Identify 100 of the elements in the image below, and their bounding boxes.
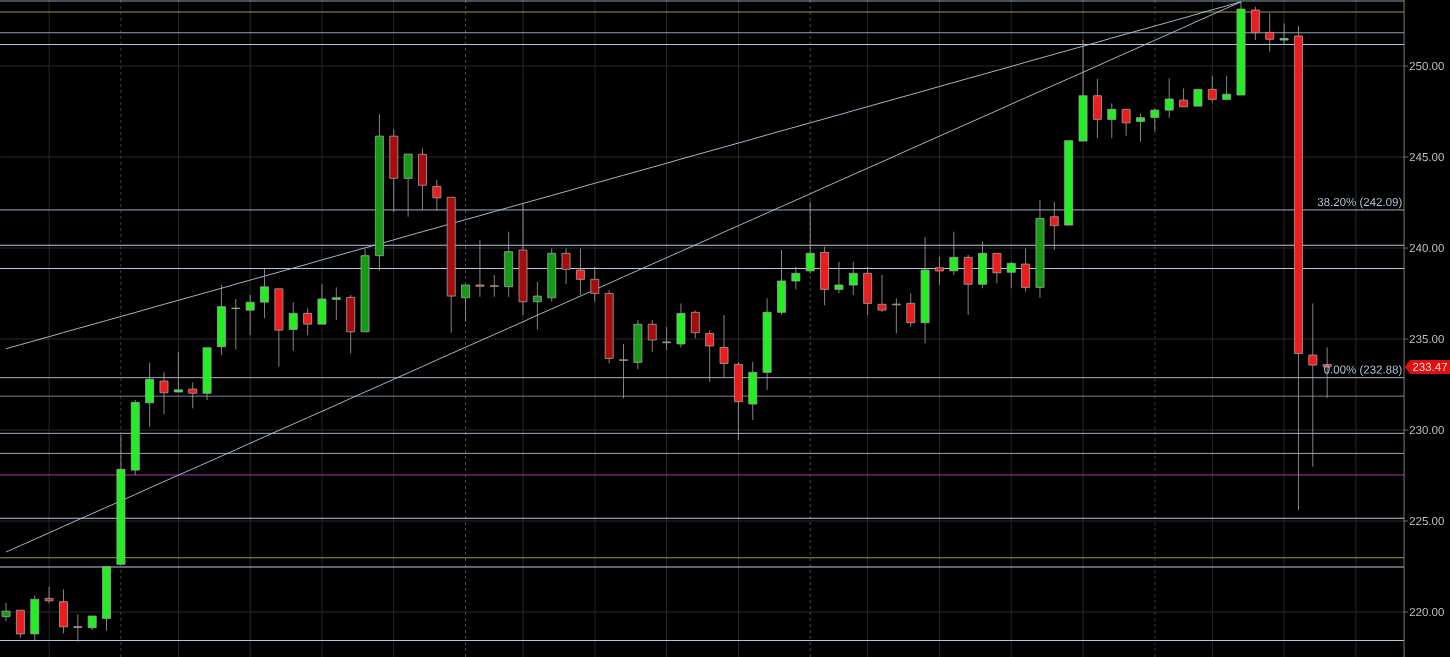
candlestick: [346, 294, 356, 354]
y-tick-label: 240.00: [1409, 243, 1444, 253]
candlestick: [159, 371, 169, 415]
candlestick: [374, 113, 384, 272]
candlestick: [1193, 88, 1203, 107]
candlestick: [360, 248, 370, 333]
candlestick: [1035, 199, 1045, 299]
candlestick: [418, 147, 427, 211]
candlestick: [217, 284, 226, 356]
candlestick: [15, 609, 25, 638]
y-tick-label: 245.00: [1409, 152, 1444, 162]
candlestick: [891, 297, 901, 334]
candlestick: [446, 196, 456, 334]
candlestick: [274, 288, 284, 368]
y-tick-label: 220.00: [1409, 607, 1444, 617]
candlestick: [188, 381, 198, 409]
candlestick: [532, 281, 542, 330]
candlestick: [877, 274, 887, 313]
candlestick: [863, 266, 873, 316]
candlestick: [173, 351, 183, 393]
candlestick: [102, 566, 111, 632]
candlestick: [748, 361, 758, 421]
candlestick: [1107, 102, 1117, 139]
candlestick: [1265, 12, 1275, 53]
candlestick: [1021, 248, 1031, 293]
candlestick: [403, 153, 413, 218]
candlestick: [1294, 25, 1303, 511]
candlestick: [633, 319, 643, 370]
ref-line-label: 38.20% (242.09): [1317, 197, 1402, 209]
candlestick: [389, 128, 399, 213]
candlestick: [834, 261, 844, 294]
candlestick: [432, 179, 442, 212]
candlestick: [963, 254, 973, 316]
candlestick: [719, 314, 729, 379]
candlestick: [935, 256, 944, 286]
candlestick: [690, 310, 700, 339]
ref-line-label: 0.00% (232.88): [1324, 365, 1402, 376]
candlestick: [1308, 302, 1318, 468]
candlestick: [303, 307, 313, 336]
candlestick: [73, 613, 83, 643]
candlestick: [116, 434, 126, 565]
candlestick: [647, 319, 657, 353]
candlestick: [1092, 78, 1102, 139]
candlestick: [1, 602, 11, 622]
candlestick: [1064, 140, 1074, 226]
candlestick: [317, 283, 327, 325]
candlestick: [992, 252, 1002, 284]
candlestick: [604, 289, 614, 364]
candlestick: [87, 615, 97, 631]
candlestick: [245, 294, 255, 336]
candlestick: [59, 588, 68, 634]
candlestick: [1136, 112, 1145, 143]
candlestick: [791, 266, 801, 290]
candlestick: [1121, 108, 1131, 137]
candlestick: [1279, 22, 1289, 45]
candlestick: [662, 326, 672, 351]
candlestick: [475, 239, 485, 298]
candlestick: [733, 361, 743, 441]
y-tick-label: 235.00: [1409, 334, 1444, 344]
candlestick: [705, 329, 715, 383]
candlestick: [777, 249, 786, 316]
candlestick: [1164, 78, 1174, 119]
candlestick: [848, 261, 858, 296]
candlestick: [1006, 261, 1016, 289]
candlestick: [30, 595, 40, 641]
candlestick: [949, 231, 959, 276]
candlestick: [762, 297, 772, 391]
y-tick-label: 250.00: [1409, 61, 1444, 71]
candlestick: [44, 586, 54, 604]
candlestick: [489, 274, 499, 298]
candlestick: [260, 268, 269, 319]
candlestick: [231, 298, 241, 350]
candlestick: [145, 362, 155, 428]
candlestick: [1078, 39, 1088, 142]
candlestick: [619, 343, 628, 399]
candlestick: [978, 241, 987, 289]
candlestick: [576, 248, 585, 296]
candlestick: [1049, 201, 1059, 251]
text: 233.47: [1412, 362, 1447, 371]
candlestick: [288, 301, 298, 352]
candlestick: [1150, 107, 1160, 133]
candlestick: [504, 231, 514, 298]
candlestick: [130, 399, 140, 476]
candlestick: [1250, 6, 1260, 41]
candlestick: [1207, 75, 1217, 103]
candlestick: [1236, 1, 1246, 96]
candlestick: [461, 284, 470, 323]
candlestick: [202, 347, 212, 401]
candlestick: [1179, 88, 1188, 108]
candlestick: [1222, 75, 1232, 100]
candlestick: [805, 201, 815, 274]
candlestick: [920, 236, 930, 344]
candlestick: [676, 302, 686, 348]
candlestick: [561, 248, 571, 285]
candlestick: [820, 246, 829, 306]
y-tick-label: 230.00: [1409, 425, 1444, 435]
candlestick: [331, 286, 341, 321]
candlestick: [906, 292, 916, 328]
candlestick: [547, 248, 557, 303]
candlestick: [590, 266, 600, 303]
